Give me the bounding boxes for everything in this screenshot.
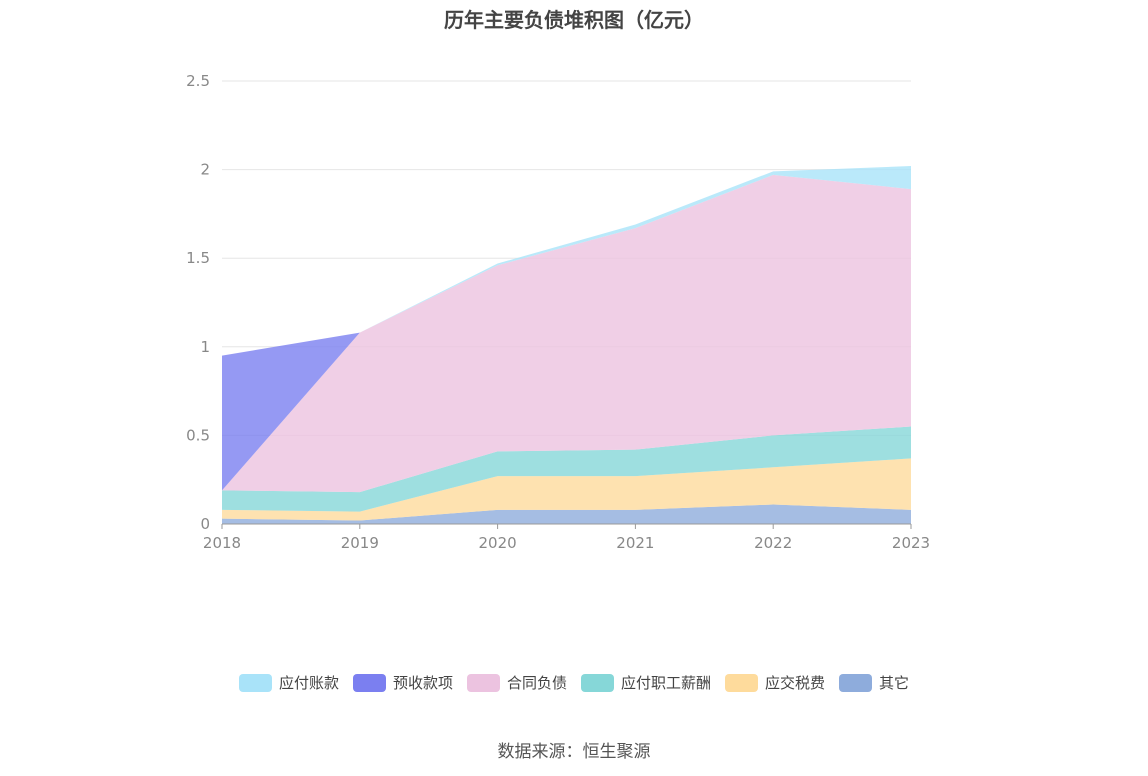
area-series-应付职工薪酬[interactable] bbox=[222, 426, 911, 512]
y-tick-label: 1 bbox=[200, 338, 210, 356]
axes: 2018 2019 2020 2021 2022 2023 bbox=[203, 523, 930, 552]
legend-label: 预收款项 bbox=[392, 674, 453, 692]
y-tick-label: 1.5 bbox=[186, 249, 210, 267]
x-tick-label: 2018 bbox=[203, 534, 241, 552]
area-series-其它[interactable] bbox=[222, 504, 911, 524]
legend-label: 合同负债 bbox=[506, 674, 567, 692]
legend: 应付账款 预收款项 合同负债 应付职工薪酬 应交税费 其它 bbox=[0, 672, 1148, 693]
legend-item[interactable]: 应交税费 bbox=[725, 672, 825, 693]
chart-title: 历年主要负债堆积图（亿元） bbox=[444, 8, 704, 32]
legend-item[interactable]: 预收款项 bbox=[352, 672, 453, 693]
legend-label: 应付职工薪酬 bbox=[621, 674, 712, 692]
x-tick-label: 2023 bbox=[892, 534, 930, 552]
data-source-note: 数据来源：恒生聚源 bbox=[497, 742, 651, 762]
legend-label: 其它 bbox=[879, 674, 910, 692]
legend-swatch bbox=[352, 673, 386, 692]
y-tick-label: 2 bbox=[200, 161, 210, 179]
legend-swatch bbox=[238, 673, 272, 692]
legend-label: 应交税费 bbox=[765, 674, 826, 692]
x-tick-label: 2020 bbox=[479, 534, 517, 552]
legend-swatch bbox=[725, 673, 759, 692]
area-series-合同负债[interactable] bbox=[222, 174, 911, 493]
legend-swatch bbox=[839, 673, 873, 692]
x-tick-label: 2021 bbox=[616, 534, 654, 552]
y-tick-label: 0.5 bbox=[186, 426, 210, 444]
legend-item[interactable]: 应付账款 bbox=[238, 672, 339, 693]
legend-swatch bbox=[581, 673, 614, 692]
y-tick-label: 0 bbox=[200, 515, 210, 533]
x-tick-label: 2022 bbox=[754, 534, 792, 552]
legend-item[interactable]: 合同负债 bbox=[466, 672, 567, 693]
y-tick-label: 2.5 bbox=[186, 72, 210, 90]
legend-item[interactable]: 其它 bbox=[839, 672, 909, 693]
legend-swatch bbox=[466, 673, 500, 692]
legend-label: 应付账款 bbox=[278, 674, 339, 692]
area-series bbox=[222, 166, 911, 524]
x-tick-label: 2019 bbox=[341, 534, 379, 552]
area-series-应交税费[interactable] bbox=[222, 458, 911, 521]
legend-item[interactable]: 应付职工薪酬 bbox=[581, 672, 711, 693]
